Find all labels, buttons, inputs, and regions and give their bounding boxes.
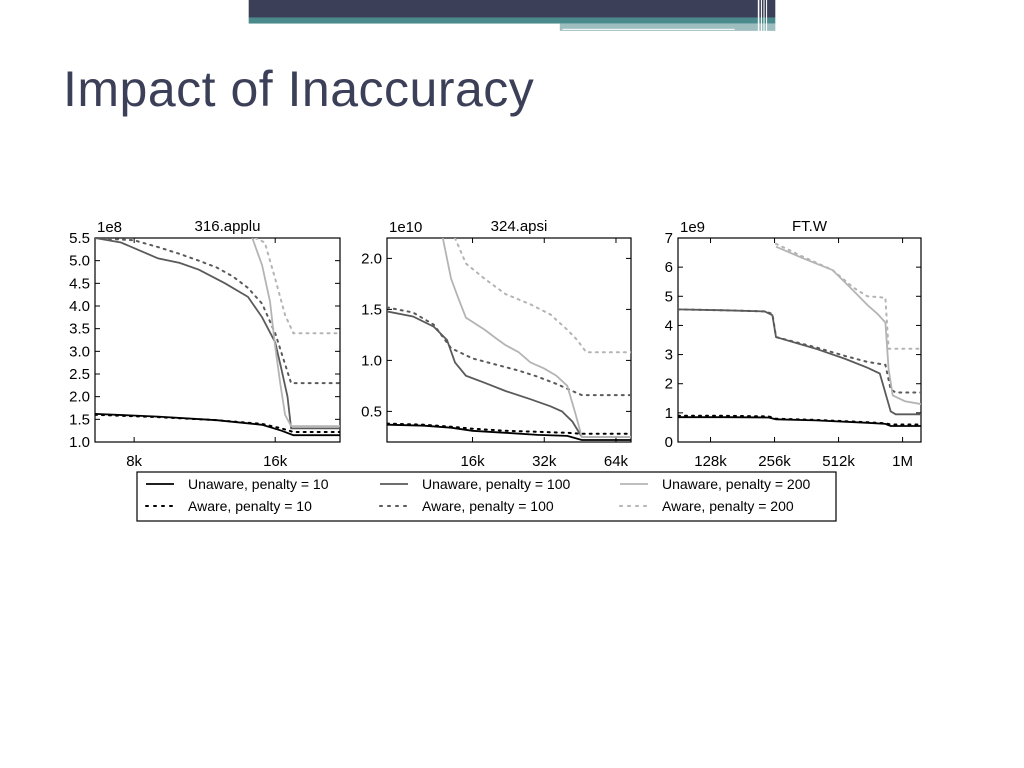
y-tick-label: 3.0 (69, 343, 90, 360)
chart-panel-2: 0.5 1.0 1.5 2.0 16k 32k 64k 1e10 324.apsi (361, 218, 632, 470)
legend: Unaware, penalty = 10 Unaware, penalty = … (136, 471, 837, 522)
series-group (387, 238, 631, 441)
y-tick-label: 2.0 (69, 389, 90, 406)
y-tick-label: 1.0 (361, 352, 382, 369)
legend-label: Aware, penalty = 200 (662, 498, 794, 514)
series-line (387, 422, 631, 435)
y-tick-label: 0 (665, 434, 673, 451)
y-tick-label: 2.5 (69, 366, 90, 383)
x-tick-label: 8k (126, 453, 142, 470)
series-line (387, 310, 631, 438)
y-tick-label: 1.5 (361, 301, 382, 318)
y-tick-label: 1.5 (69, 411, 90, 428)
y-scale-label: 1e10 (389, 219, 422, 236)
legend-label: Aware, penalty = 100 (422, 498, 554, 514)
legend-box (136, 471, 837, 522)
series-line (251, 238, 340, 428)
y-tick-label: 2.0 (361, 250, 382, 267)
x-tick-label: 64k (604, 453, 629, 470)
series-line (775, 242, 921, 350)
y-tick-label: 7 (665, 230, 673, 247)
series-line (254, 238, 340, 335)
plot-frame (677, 237, 922, 443)
chart-panel-1: 1.0 1.5 2.0 2.5 3.0 3.5 4.0 4.5 5.0 5.5 8k 16k 1e8 31… (69, 218, 341, 470)
x-tick-label: 128k (694, 453, 727, 470)
y-tick-label: 4 (665, 317, 673, 334)
x-tick-label: 32k (532, 453, 557, 470)
series-line (678, 414, 921, 426)
y-scale-label: 1e9 (680, 219, 705, 236)
title-banner (248, 0, 776, 36)
chart-title: 324.apsi (491, 218, 548, 235)
y-tick-label: 5.0 (69, 253, 90, 270)
x-tick-label: 1M (892, 453, 913, 470)
series-line (95, 238, 340, 430)
legend-label: Unaware, penalty = 200 (662, 476, 810, 492)
plot-frame (94, 237, 341, 443)
y-tick-label: 3.5 (69, 321, 90, 338)
series-line (678, 416, 921, 427)
x-tick-label: 256k (758, 453, 791, 470)
legend-label: Unaware, penalty = 100 (422, 476, 570, 492)
y-scale-label: 1e8 (97, 219, 122, 236)
series-line (95, 413, 340, 433)
x-tick-label: 16k (263, 453, 288, 470)
y-tick-label: 5 (665, 288, 673, 305)
series-line (775, 245, 921, 405)
chart-title: FT.W (792, 218, 828, 235)
y-tick-label: 1.0 (69, 434, 90, 451)
legend-label: Unaware, penalty = 10 (188, 476, 329, 492)
slide-title: Impact of Inaccuracy (63, 61, 535, 117)
y-tick-label: 3 (665, 347, 673, 364)
y-tick-label: 0.5 (361, 403, 382, 420)
y-tick-label: 6 (665, 259, 673, 276)
series-group (95, 238, 340, 437)
series-line (387, 306, 631, 397)
series-line (678, 308, 921, 394)
plot-frame (386, 237, 632, 443)
x-tick-label: 16k (460, 453, 485, 470)
series-line (387, 423, 631, 441)
chart-panel-3: 0 1 2 3 4 5 6 7 128k 256k 512k 1M 1e9 FT.W (665, 218, 922, 470)
series-line (95, 238, 340, 385)
chart-title: 316.applu (195, 218, 261, 235)
y-tick-label: 2 (665, 376, 673, 393)
y-tick-label: 5.5 (69, 230, 90, 247)
legend-label: Aware, penalty = 10 (188, 498, 312, 514)
x-tick-label: 512k (822, 453, 855, 470)
series-group (678, 242, 921, 427)
series-line (678, 308, 921, 416)
y-tick-label: 1 (665, 405, 673, 422)
y-tick-label: 4.5 (69, 275, 90, 292)
y-tick-label: 4.0 (69, 298, 90, 315)
series-line (441, 238, 631, 438)
